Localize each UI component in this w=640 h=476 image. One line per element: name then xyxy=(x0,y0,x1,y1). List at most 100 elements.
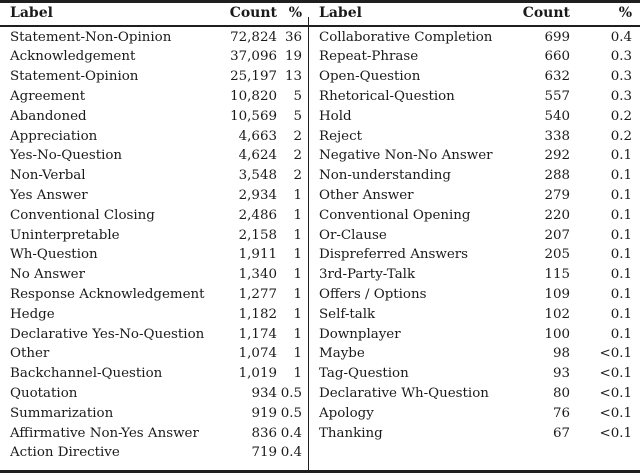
count-cell: 115 xyxy=(544,267,570,283)
table-row: Yes Answer 2,934 1 xyxy=(10,186,302,206)
percent-cell: 1 xyxy=(293,267,302,283)
table-row: Offers / Options 109 0.1 xyxy=(319,285,632,305)
table-row: Collaborative Completion 699 0.4 xyxy=(319,28,632,48)
table-row: Conventional Opening 220 0.1 xyxy=(319,206,632,226)
table-row: Rhetorical-Question 557 0.3 xyxy=(319,87,632,107)
count-cell: 2,486 xyxy=(238,207,277,223)
bottom-rule xyxy=(0,469,640,473)
count-cell: 836 xyxy=(251,425,277,441)
table-right-half: Label Count % Collaborative Completion 69… xyxy=(319,3,632,443)
column-header-percent: % xyxy=(618,5,632,21)
percent-cell: 0.3 xyxy=(610,49,632,65)
count-cell: 93 xyxy=(552,366,570,382)
percent-cell: 0.1 xyxy=(610,227,632,243)
label-cell: Backchannel-Question xyxy=(10,366,163,382)
count-cell: 98 xyxy=(552,346,570,362)
table-row: No Answer 1,340 1 xyxy=(10,265,302,285)
count-cell: 1,074 xyxy=(238,346,277,362)
percent-cell: 0.1 xyxy=(610,326,632,342)
count-cell: 207 xyxy=(544,227,570,243)
label-cell: Open-Question xyxy=(319,69,421,85)
table-row: Thanking 67 <0.1 xyxy=(319,424,632,444)
percent-cell: 0.1 xyxy=(610,148,632,164)
percent-cell: 0.3 xyxy=(610,89,632,105)
percent-cell: 1 xyxy=(293,287,302,303)
label-cell: Action Directive xyxy=(10,445,120,461)
table-row: Dispreferred Answers 205 0.1 xyxy=(319,245,632,265)
table-row: Wh-Question 1,911 1 xyxy=(10,245,302,265)
percent-cell: 0.1 xyxy=(610,287,632,303)
table-row: Hold 540 0.2 xyxy=(319,107,632,127)
count-cell: 292 xyxy=(544,148,570,164)
percent-cell: <0.1 xyxy=(599,366,632,382)
table-row: Uninterpretable 2,158 1 xyxy=(10,226,302,246)
percent-cell: 36 xyxy=(284,29,302,45)
percent-cell: <0.1 xyxy=(599,405,632,421)
count-cell: 220 xyxy=(544,207,570,223)
label-cell: Appreciation xyxy=(10,128,98,144)
table-row: Yes-No-Question 4,624 2 xyxy=(10,146,302,166)
percent-cell: <0.1 xyxy=(599,425,632,441)
label-cell: Summarization xyxy=(10,405,114,421)
count-cell: 699 xyxy=(544,29,570,45)
label-cell: Affirmative Non-Yes Answer xyxy=(10,425,199,441)
percent-cell: 0.1 xyxy=(610,306,632,322)
table-row: Acknowledgement 37,096 19 xyxy=(10,47,302,67)
label-cell: Statement-Non-Opinion xyxy=(10,29,172,45)
percent-cell: 1 xyxy=(293,306,302,322)
count-cell: 80 xyxy=(552,386,570,402)
label-cell: Declarative Wh-Question xyxy=(319,386,489,402)
table-row: Hedge 1,182 1 xyxy=(10,305,302,325)
label-cell: Conventional Opening xyxy=(319,207,471,223)
table-row: Apology 76 <0.1 xyxy=(319,404,632,424)
table-header-left: Label Count % xyxy=(10,3,302,25)
table-row: Action Directive 719 0.4 xyxy=(10,443,302,463)
label-cell: Apology xyxy=(319,405,374,421)
percent-cell: 0.1 xyxy=(610,188,632,204)
table-body-right: Collaborative Completion 699 0.4 Repeat-Phr… xyxy=(319,28,632,444)
table-row: Statement-Opinion 25,197 13 xyxy=(10,67,302,87)
label-cell: Other xyxy=(10,346,50,362)
count-cell: 2,158 xyxy=(238,227,277,243)
count-cell: 1,019 xyxy=(238,366,277,382)
percent-cell: 0.1 xyxy=(610,247,632,263)
label-cell: Negative Non-No Answer xyxy=(319,148,493,164)
label-cell: Tag-Question xyxy=(319,366,409,382)
label-cell: Self-talk xyxy=(319,306,376,322)
column-header-count: Count xyxy=(522,5,570,21)
label-cell: Collaborative Completion xyxy=(319,29,493,45)
count-cell: 1,340 xyxy=(238,267,277,283)
count-cell: 279 xyxy=(544,188,570,204)
percent-cell: 0.5 xyxy=(280,405,302,421)
header-rule xyxy=(0,25,640,27)
percent-cell: 0.2 xyxy=(610,108,632,124)
label-cell: Conventional Closing xyxy=(10,207,155,223)
percent-cell: 0.4 xyxy=(280,425,302,441)
percent-cell: 1 xyxy=(293,227,302,243)
label-cell: Non-Verbal xyxy=(10,168,86,184)
column-divider-rule xyxy=(308,17,310,470)
count-cell: 557 xyxy=(544,89,570,105)
label-cell: Non-understanding xyxy=(319,168,451,184)
table-row: Self-talk 102 0.1 xyxy=(319,305,632,325)
count-cell: 934 xyxy=(251,386,277,402)
label-cell: Response Acknowledgement xyxy=(10,287,205,303)
table-row: Declarative Yes-No-Question 1,174 1 xyxy=(10,325,302,345)
percent-cell: 1 xyxy=(293,247,302,263)
percent-cell: 1 xyxy=(293,326,302,342)
count-cell: 10,569 xyxy=(230,108,277,124)
column-header-label: Label xyxy=(10,5,53,21)
top-rule xyxy=(0,0,640,3)
count-cell: 540 xyxy=(544,108,570,124)
count-cell: 288 xyxy=(544,168,570,184)
percent-cell: 0.1 xyxy=(610,267,632,283)
table-row: Appreciation 4,663 2 xyxy=(10,127,302,147)
table-row: Maybe 98 <0.1 xyxy=(319,344,632,364)
table-row: Repeat-Phrase 660 0.3 xyxy=(319,47,632,67)
percent-cell: 2 xyxy=(293,128,302,144)
percent-cell: 13 xyxy=(284,69,302,85)
count-cell: 76 xyxy=(552,405,570,421)
table-row: Abandoned 10,569 5 xyxy=(10,107,302,127)
table-header-right: Label Count % xyxy=(319,3,632,25)
count-cell: 660 xyxy=(544,49,570,65)
